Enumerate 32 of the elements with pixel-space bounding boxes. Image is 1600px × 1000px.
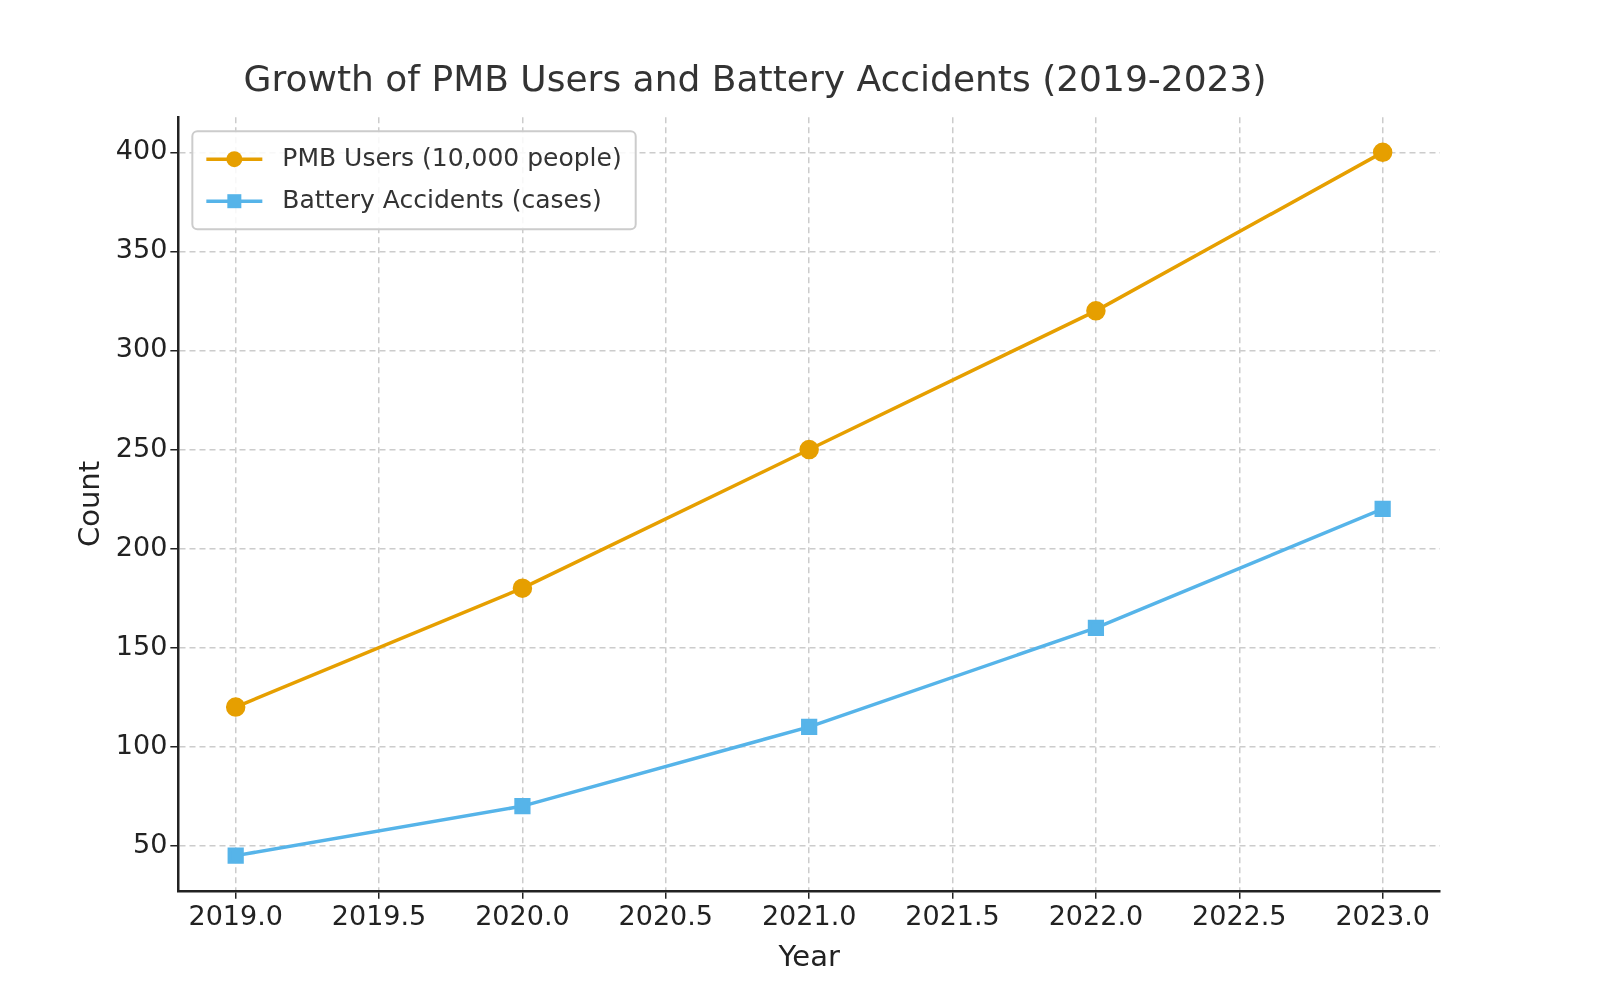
- x-tick-label: 2020.0: [475, 900, 570, 932]
- point: [1372, 142, 1393, 163]
- point: [227, 847, 244, 864]
- y-tick-label: 250: [115, 431, 168, 463]
- point: [799, 439, 819, 460]
- y-tick-label: 400: [115, 134, 168, 166]
- x-tick-label: 2021.0: [761, 900, 857, 932]
- point: [1086, 301, 1106, 321]
- x-tick-label: 2023.0: [1335, 900, 1430, 932]
- y-tick-label: 300: [115, 332, 168, 364]
- legend-label: PMB Users (10,000 people): [282, 142, 622, 172]
- x-tick-label: 2019.5: [331, 900, 427, 932]
- x-tick-label: 2022.5: [1192, 900, 1287, 932]
- x-tick-label: 2022.0: [1048, 900, 1144, 932]
- legend-label: Battery Accidents (cases): [282, 184, 602, 214]
- y-tick-label: 50: [132, 827, 168, 859]
- x-tick-label: 2019.0: [188, 900, 283, 932]
- x-axis-title: Year: [777, 939, 840, 974]
- point: [1087, 619, 1105, 636]
- y-tick-label: 350: [115, 233, 168, 265]
- x-tick-label: 2020.5: [618, 900, 714, 932]
- point: [225, 697, 246, 717]
- y-tick-label: 100: [115, 728, 168, 760]
- point: [514, 798, 531, 815]
- y-tick-label: 150: [115, 629, 168, 661]
- point: [801, 718, 818, 735]
- y-axis-title: Count: [71, 460, 106, 548]
- y-tick-label: 200: [115, 530, 168, 562]
- chart-title: Growth of PMB Users and Battery Accidents (2019-2023): [243, 57, 1267, 99]
- point: [1374, 500, 1391, 518]
- x-tick-label: 2021.5: [905, 900, 1000, 932]
- point: [512, 578, 533, 598]
